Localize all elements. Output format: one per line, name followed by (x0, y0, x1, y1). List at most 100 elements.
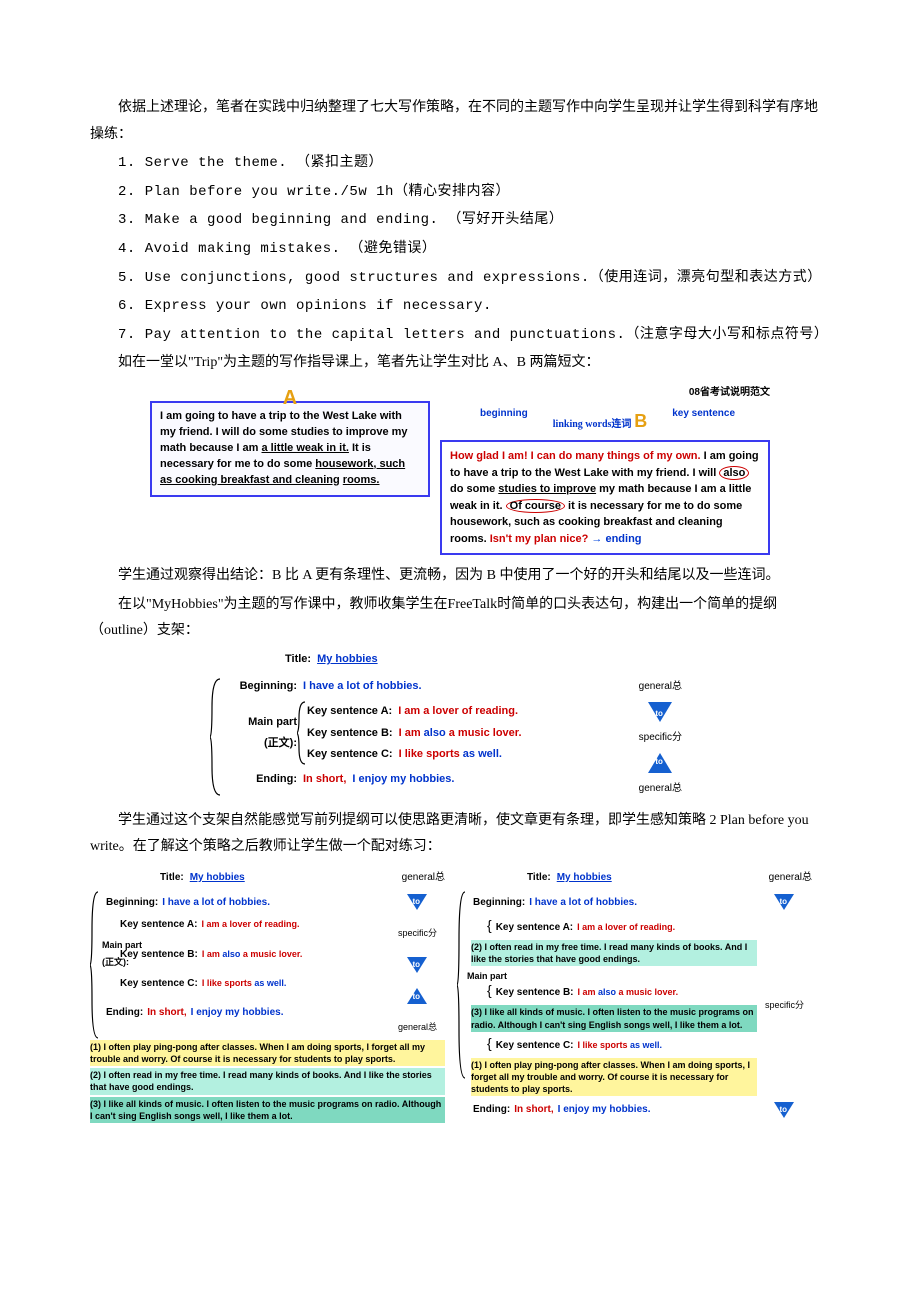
r-tri-d1-icon: to (774, 894, 794, 910)
r-brace-icon (457, 890, 467, 1080)
box-b-labels: beginning linking words连词 B key sentence (440, 404, 770, 438)
ksb-label: Key sentence B: (307, 723, 393, 744)
circ-also: also (719, 466, 749, 480)
beginning-value: I have a lot of hobbies. (303, 676, 422, 697)
strategy-1: 1. Serve the theme. （紧扣主题） (90, 150, 830, 177)
strategy-5: 5. Use conjunctions, good structures and… (90, 265, 830, 292)
label-a: A (283, 379, 297, 417)
ksb-also: also (424, 727, 446, 739)
l-begin-lbl: Beginning: (106, 893, 158, 912)
conclusion-1: 学生通过观察得出结论：B 比 A 更有条理性、更流畅，因为 B 中使用了一个好的… (90, 563, 830, 590)
general-label-bot: general总 (639, 779, 682, 798)
conclusion-2: 学生通过这个支架自然能感觉写前列提纲可以使思路更清晰，使文章更有条理，即学生感知… (90, 808, 830, 861)
r-end-red: In short, (514, 1100, 553, 1119)
ksc-aswell: as well. (463, 748, 502, 760)
r-detail-2: (2) I often read in my free time. I read… (471, 940, 757, 966)
strategy-7: 7. Pay attention to the capital letters … (90, 322, 830, 349)
ksb-pre: I am (399, 727, 424, 739)
box-b-header: 08省考试说明范文 (440, 383, 770, 402)
ksc-label: Key sentence C: (307, 744, 393, 765)
r-tri-d2-icon: to (774, 1102, 794, 1118)
r-detail-3: (3) I like all kinds of music. I often l… (471, 1005, 757, 1031)
ending-label: Ending: (222, 769, 297, 790)
label-b: B (634, 411, 647, 431)
strategy-4: 4. Avoid making mistakes. （避免错误） (90, 236, 830, 263)
title-value: My hobbies (317, 649, 378, 670)
l-gen-bot: general总 (398, 1019, 437, 1036)
box-b-uline: studies to improve (498, 483, 596, 495)
l-spec: specific分 (398, 925, 437, 942)
r-ksa-lbl: Key sentence A: (496, 918, 573, 937)
l-detail-1: (1) I often play ping-pong after classes… (90, 1040, 445, 1066)
ksb-post: a music lover. (446, 727, 522, 739)
strategy-3: 3. Make a good beginning and ending. （写好… (90, 207, 830, 234)
box-b-begin: How glad I am! I can do many things of m… (450, 450, 701, 462)
l-tri-d1-icon: to (407, 894, 427, 910)
triangle-down-icon: to (648, 702, 672, 722)
lbl-key-sentence: key sentence (672, 404, 735, 438)
pair-figure: Title: My hobbies general总 Beginning: I … (90, 865, 830, 1123)
title-label: Title: (285, 649, 311, 670)
intro-text: 依据上述理论，笔者在实践中归纳整理了七大写作策略，在不同的主题写作中向学生呈现并… (90, 95, 830, 148)
lbl-beginning: beginning (480, 404, 528, 438)
ksa-label: Key sentence A: (307, 701, 392, 722)
l-brace-icon (90, 890, 100, 1040)
pair-right: Title: My hobbies general总 Beginning: I … (457, 865, 812, 1123)
r-ksb-lbl: Key sentence B: (496, 983, 574, 1002)
box-b-end: Isn't my plan nice? (490, 533, 589, 545)
l-end-lbl: Ending: (106, 1003, 143, 1022)
ksc-pre: I like sports (399, 748, 463, 760)
l-title-value: My hobbies (190, 868, 245, 887)
strategy-6: 6. Express your own opinions if necessar… (90, 293, 830, 320)
outline-figure: Title: My hobbies Beginning: I have a lo… (90, 649, 690, 802)
triangle-up-icon: to (648, 753, 672, 773)
beginning-label: Beginning: (222, 676, 297, 697)
main-label-2: (正文): (222, 733, 297, 754)
pair-left: Title: My hobbies general总 Beginning: I … (90, 865, 445, 1123)
r-ksa-val: I am a lover of reading. (577, 919, 675, 936)
lbl-ending: ending (605, 533, 641, 545)
r-begin-val: I have a lot of hobbies. (529, 893, 637, 912)
r-ksc-lbl: Key sentence C: (496, 1036, 574, 1055)
r-main-1: Main part (467, 971, 507, 981)
specific-label: specific分 (639, 728, 682, 747)
strategy-2: 2. Plan before you write./5w 1h（精心安排内容） (90, 179, 830, 206)
brace-inner-icon (297, 700, 307, 766)
general-label-top: general总 (639, 677, 682, 696)
r-title-label: Title: (527, 868, 551, 887)
l-ksb-lbl: Key sentence B: (120, 945, 198, 964)
l-ksa-lbl: Key sentence A: (120, 915, 197, 934)
r-begin-lbl: Beginning: (473, 893, 525, 912)
main-label-1: Main part (222, 712, 297, 733)
ksa-value: I am a lover of reading. (398, 701, 518, 722)
r-end-blue: I enjoy my hobbies. (558, 1100, 651, 1119)
r-gen-top: general总 (769, 868, 812, 887)
comparison-figure: A I am going to have a trip to the West … (90, 383, 830, 555)
l-detail-2: (2) I often read in my free time. I read… (90, 1068, 445, 1094)
brace-outer-icon (210, 677, 222, 797)
ending-red: In short, (303, 769, 346, 790)
circ-ofcourse: Of course (506, 499, 565, 513)
l-detail-3: (3) I like all kinds of music. I often l… (90, 1097, 445, 1123)
box-b: How glad I am! I can do many things of m… (440, 440, 770, 555)
r-spec: specific分 (765, 997, 804, 1014)
l-tri-u-icon: to (407, 988, 427, 1004)
l-tri-d2-icon: to (407, 957, 427, 973)
ending-blue: I enjoy my hobbies. (352, 769, 454, 790)
arrow-icon: → (588, 533, 605, 545)
l-gen-top: general总 (402, 868, 445, 887)
l-ksa-val: I am a lover of reading. (201, 916, 299, 933)
box-a-u1: a little weak in it. (262, 442, 349, 454)
r-end-lbl: Ending: (473, 1100, 510, 1119)
lbl-linking: linking words连词 (553, 419, 632, 430)
l-ksc-lbl: Key sentence C: (120, 974, 198, 993)
box-a-u3: rooms. (343, 474, 380, 486)
r-title-value: My hobbies (557, 868, 612, 887)
l-end-red: In short, (147, 1003, 186, 1022)
box-b-t2: do some (450, 483, 498, 495)
hobbies-intro: 在以"MyHobbies"为主题的写作课中，教师收集学生在FreeTalk时简单… (90, 592, 830, 645)
l-end-blue: I enjoy my hobbies. (191, 1003, 284, 1022)
r-detail-1: (1) I often play ping-pong after classes… (471, 1058, 757, 1096)
box-b-wrap: 08省考试说明范文 beginning linking words连词 B ke… (440, 383, 770, 555)
trip-intro: 如在一堂以"Trip"为主题的写作指导课上，笔者先让学生对比 A、B 两篇短文： (90, 350, 830, 377)
